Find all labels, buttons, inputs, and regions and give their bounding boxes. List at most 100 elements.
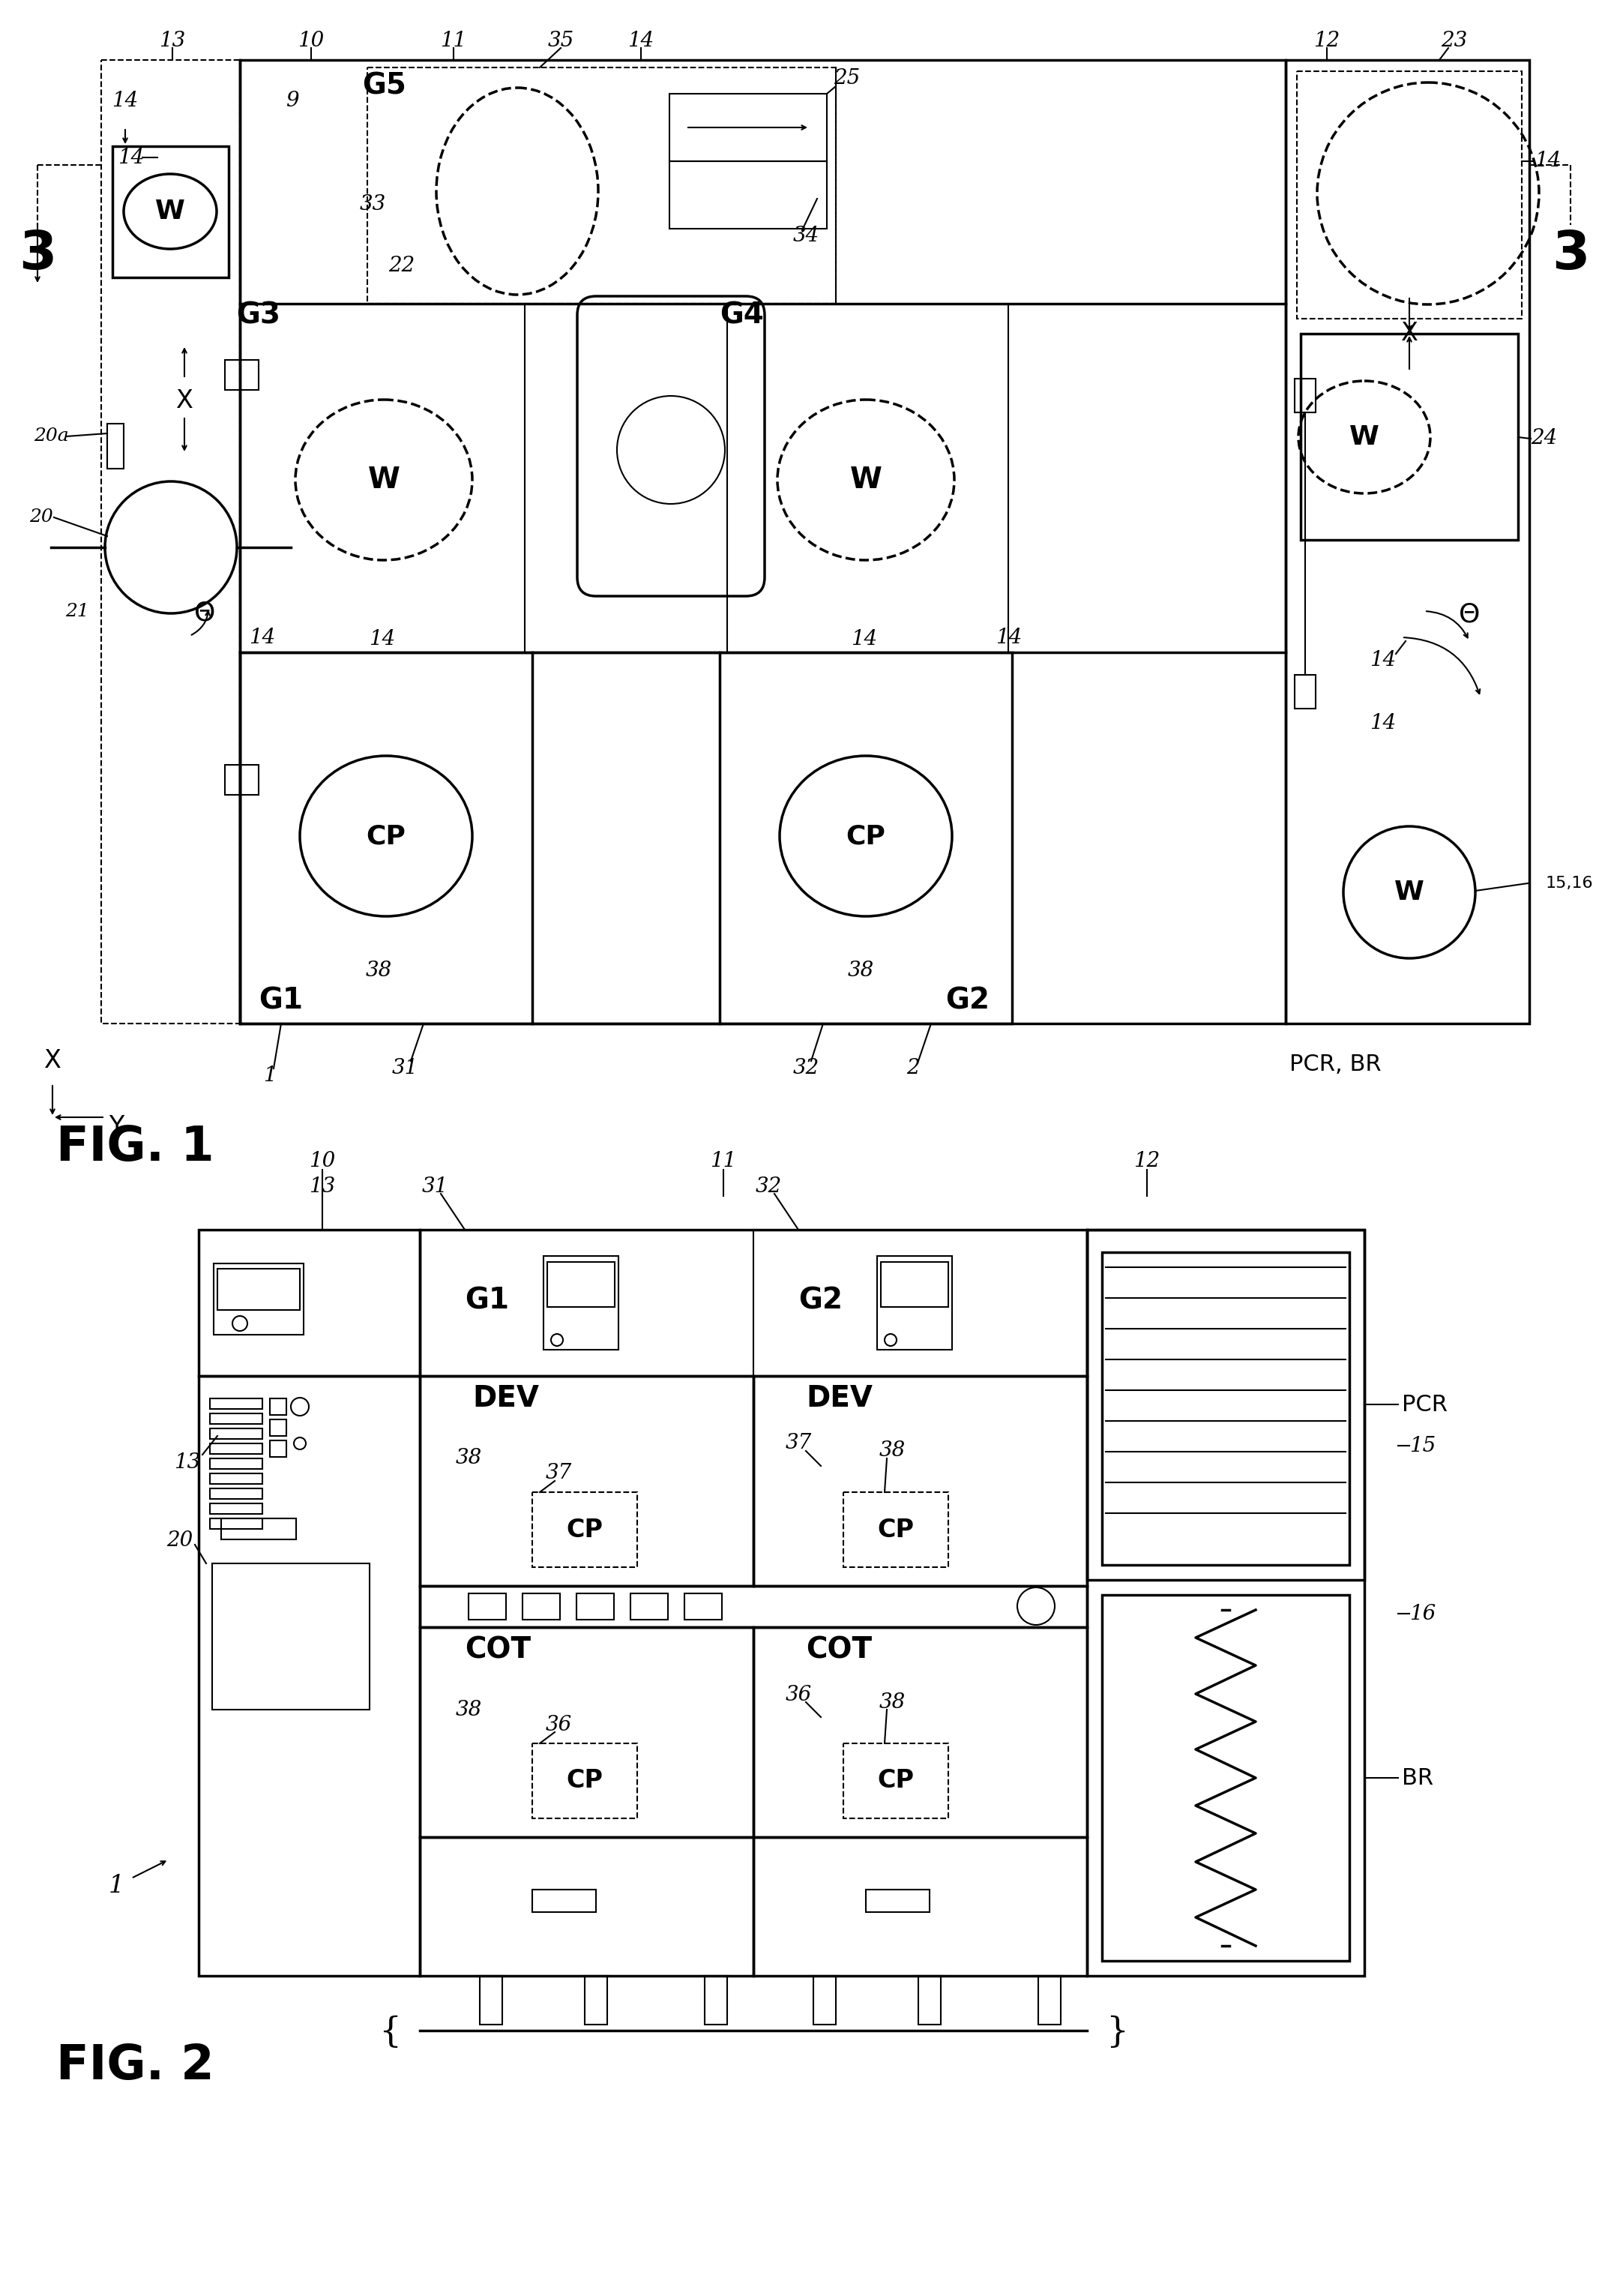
Text: FIG. 1: FIG. 1 [56, 1125, 214, 1171]
Bar [240, 60, 1286, 1024]
Bar [547, 1263, 614, 1306]
Text: W: W [1350, 425, 1380, 450]
Text: 24: 24 [1532, 429, 1557, 448]
Bar [918, 1977, 940, 2025]
Bar [670, 161, 827, 230]
Text: 38: 38 [879, 1692, 905, 1713]
Bar [1300, 333, 1517, 540]
Text: 14: 14 [1370, 714, 1396, 735]
Text: 31: 31 [422, 1176, 448, 1196]
Text: W: W [849, 466, 883, 494]
Text: {: { [379, 2016, 401, 2048]
Text: G1: G1 [259, 987, 302, 1015]
Bar [630, 1593, 668, 1619]
Text: 1: 1 [264, 1065, 277, 1086]
Text: 16: 16 [1409, 1603, 1436, 1623]
Text: 34: 34 [793, 225, 819, 246]
Bar [577, 1593, 614, 1619]
Bar [209, 1458, 262, 1469]
Text: 37: 37 [545, 1463, 572, 1483]
Text: 21: 21 [66, 602, 90, 620]
Text: 36: 36 [545, 1715, 572, 1736]
Bar [1102, 1251, 1350, 1566]
Text: DEV: DEV [472, 1384, 539, 1412]
Bar [814, 1977, 836, 2025]
Text: 15,16: 15,16 [1546, 875, 1594, 891]
Bar [684, 1593, 721, 1619]
Text: CP: CP [878, 1768, 915, 1793]
Text: G4: G4 [720, 301, 764, 328]
Bar [532, 1890, 596, 1913]
Text: 13: 13 [174, 1451, 200, 1472]
Bar [670, 94, 827, 161]
Text: X: X [1401, 321, 1418, 347]
Text: G3: G3 [237, 301, 281, 328]
Bar [198, 1375, 421, 1977]
Bar [523, 1593, 560, 1619]
Text: 23: 23 [1441, 32, 1468, 51]
Bar [209, 1444, 262, 1453]
Text: W: W [155, 200, 185, 225]
Bar [480, 1977, 502, 2025]
Text: X: X [43, 1049, 61, 1075]
Text: 10: 10 [297, 32, 325, 51]
Text: CP: CP [846, 824, 886, 850]
Text: 20: 20 [166, 1531, 193, 1552]
Text: CP: CP [566, 1768, 603, 1793]
Text: FIG. 2: FIG. 2 [56, 2043, 214, 2089]
Text: 38: 38 [847, 962, 873, 980]
Text: 20a: 20a [34, 427, 69, 445]
Bar [112, 147, 229, 278]
Bar [753, 1837, 1087, 1977]
Bar [532, 1743, 636, 1818]
Text: 1: 1 [109, 1874, 125, 1899]
Text: 13: 13 [160, 32, 185, 51]
Text: COT: COT [465, 1635, 531, 1665]
Text: 38: 38 [456, 1699, 481, 1720]
Text: }: } [1107, 2016, 1129, 2048]
Bar [843, 1743, 948, 1818]
Bar [421, 1837, 753, 1977]
Bar [865, 1890, 929, 1913]
Bar [209, 1518, 262, 1529]
Bar [881, 1263, 948, 1306]
Bar [213, 1564, 369, 1711]
Text: X: X [176, 388, 193, 413]
Bar [209, 1488, 262, 1499]
Text: 14: 14 [1370, 650, 1396, 670]
Text: 14: 14 [249, 627, 275, 647]
Bar [209, 1474, 262, 1483]
Text: 14: 14 [1535, 152, 1561, 172]
Bar [101, 60, 240, 1024]
Text: W: W [368, 466, 400, 494]
Bar [469, 1593, 505, 1619]
Bar [270, 1419, 286, 1435]
Bar [270, 1440, 286, 1458]
Text: W: W [1394, 879, 1425, 905]
Bar [421, 1628, 753, 1837]
Text: PCR, BR: PCR, BR [1289, 1054, 1382, 1075]
Text: 38: 38 [456, 1449, 481, 1469]
Text: 2: 2 [907, 1058, 919, 1079]
Bar [705, 1977, 728, 2025]
Text: 15: 15 [1409, 1435, 1436, 1456]
Text: G5: G5 [363, 71, 406, 101]
Text: 14: 14 [112, 92, 139, 110]
Bar [421, 1231, 1087, 1375]
Text: COT: COT [806, 1635, 871, 1665]
Bar [198, 1231, 421, 1375]
Text: 35: 35 [547, 32, 574, 51]
Text: 32: 32 [793, 1058, 819, 1079]
Bar [1087, 1231, 1364, 1580]
Text: 3: 3 [1551, 230, 1589, 280]
Bar [585, 1977, 608, 2025]
Text: 14: 14 [851, 629, 878, 650]
Bar [532, 1492, 636, 1568]
Bar [209, 1428, 262, 1440]
Text: G2: G2 [945, 987, 990, 1015]
Bar [214, 1263, 304, 1334]
Bar [421, 1587, 1087, 1628]
Text: 12: 12 [1134, 1150, 1161, 1171]
Text: 32: 32 [755, 1176, 782, 1196]
Bar [544, 1256, 619, 1350]
